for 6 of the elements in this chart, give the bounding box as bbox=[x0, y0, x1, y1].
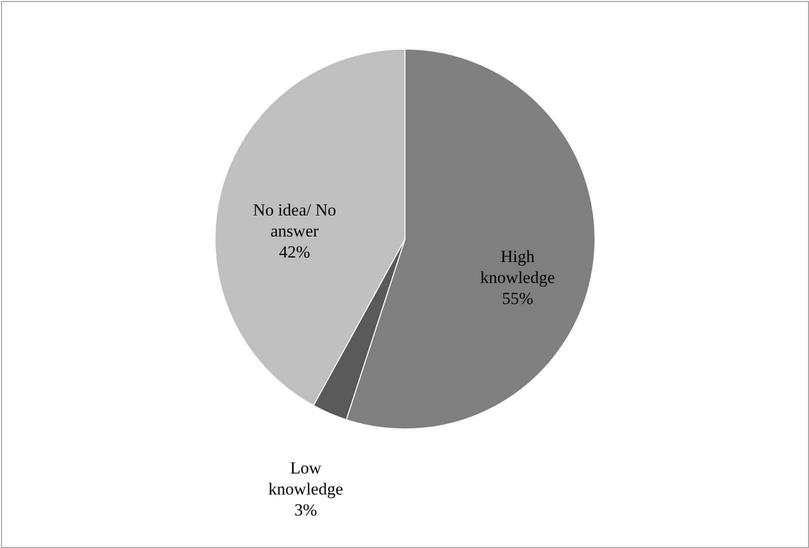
slice-label: Low knowledge bbox=[268, 458, 344, 498]
slice-label: High knowledge bbox=[480, 246, 555, 287]
data-label: 55% bbox=[502, 288, 534, 308]
slice-label: No idea/ No answer bbox=[253, 200, 336, 241]
data-label: 42% bbox=[278, 242, 310, 262]
data-label: 3% bbox=[294, 500, 318, 520]
